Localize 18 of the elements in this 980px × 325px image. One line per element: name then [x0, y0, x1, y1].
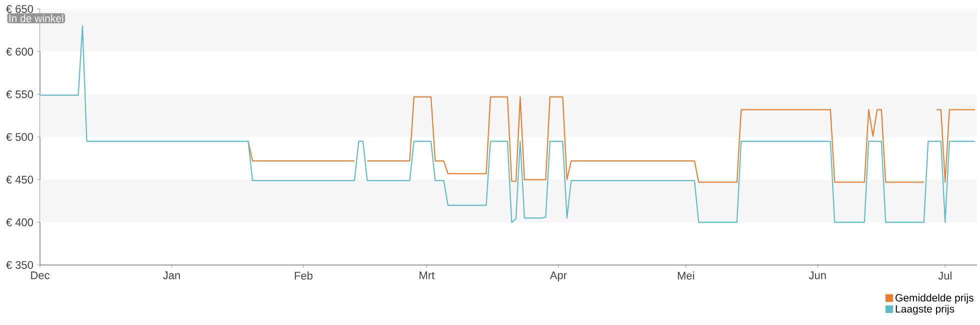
x-tick-label: Dec [31, 272, 50, 280]
legend-label: Gemiddelde prijs [896, 294, 974, 304]
y-tick-label: € 650 [6, 5, 34, 13]
x-tick-label: Jul [938, 272, 952, 280]
y-tick-label: € 350 [6, 261, 34, 269]
annotation: In de winkel [9, 14, 64, 22]
y-tick-label: € 500 [6, 133, 34, 141]
y-tick-label: € 400 [6, 218, 34, 226]
x-tick-label: Mei [678, 272, 694, 280]
x-tick-label: Feb [294, 272, 312, 280]
x-tick-label: Jun [808, 272, 826, 280]
legend-label: Laagste prijs [896, 304, 954, 315]
x-tick-label: Jan [163, 272, 180, 280]
x-tick-label: Apr [550, 272, 567, 282]
y-tick-label: € 600 [6, 48, 34, 56]
y-tick-label: € 450 [6, 176, 34, 184]
x-tick-label: Mrt [420, 272, 435, 280]
y-tick-label: € 550 [6, 90, 34, 98]
